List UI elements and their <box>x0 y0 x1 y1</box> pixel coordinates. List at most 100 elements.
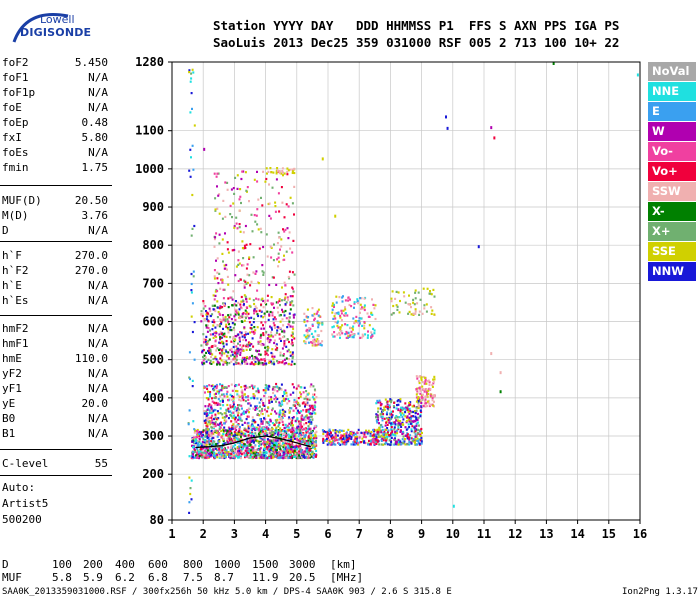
echo-point <box>282 360 284 363</box>
echo-point <box>299 395 302 398</box>
echo-point <box>313 398 316 401</box>
echo-point <box>250 384 253 387</box>
echo-point <box>227 321 230 324</box>
echo-point <box>216 442 219 445</box>
echo-point <box>315 430 318 433</box>
echo-point <box>404 408 407 411</box>
echo-point <box>219 383 221 386</box>
echo-point <box>202 447 205 450</box>
echo-point <box>410 430 413 433</box>
echo-point <box>349 326 352 329</box>
chart-axes <box>168 61 641 524</box>
echo-point <box>225 335 228 338</box>
echo-point <box>218 440 221 443</box>
echo-point <box>291 286 294 289</box>
echo-point <box>221 449 224 452</box>
echo-point <box>191 444 194 448</box>
echo-point <box>214 454 217 457</box>
echo-point <box>190 282 193 286</box>
isolated-echo-point <box>552 62 555 65</box>
echo-point <box>226 453 229 456</box>
table-cell: 6.2 <box>115 571 135 584</box>
echo-point <box>303 386 306 389</box>
param-row: h`F2 270.0 <box>2 264 108 278</box>
echo-point <box>210 421 213 424</box>
echo-point <box>243 294 246 297</box>
echo-point <box>302 450 305 453</box>
echo-point <box>421 381 424 384</box>
echo-point <box>321 429 324 432</box>
echo-point <box>235 420 238 423</box>
echo-point <box>343 439 346 442</box>
echo-point <box>262 170 265 173</box>
echo-point <box>239 230 242 233</box>
echo-point <box>409 437 412 440</box>
echo-point <box>403 295 406 298</box>
echo-point <box>245 439 248 442</box>
echo-point <box>198 455 201 458</box>
echo-point <box>347 335 350 338</box>
echo-point <box>266 172 268 175</box>
echo-point <box>211 313 214 316</box>
echo-point <box>374 317 377 321</box>
echo-point <box>251 420 254 423</box>
echo-point <box>212 304 214 307</box>
echo-point <box>216 448 219 451</box>
echo-point <box>399 420 402 423</box>
echo-point <box>188 455 191 458</box>
echo-point <box>307 335 310 338</box>
echo-point <box>225 325 228 328</box>
echo-point <box>345 441 348 444</box>
echo-point <box>229 433 232 436</box>
echo-point <box>222 404 225 407</box>
echo-point <box>382 413 385 416</box>
echo-point <box>200 310 203 313</box>
legend-item: NoVal <box>648 62 696 81</box>
echo-point <box>206 423 209 426</box>
echo-point <box>236 187 239 190</box>
echo-point <box>263 404 266 407</box>
echo-point <box>234 308 237 311</box>
echo-point <box>414 438 417 441</box>
echo-point <box>328 428 331 431</box>
echo-point <box>347 299 350 302</box>
echo-point <box>237 259 240 262</box>
echo-point <box>213 425 215 428</box>
echo-point <box>306 393 309 396</box>
echo-point <box>417 416 420 419</box>
autoscale-label: Auto: <box>2 481 36 494</box>
echo-point <box>241 358 244 361</box>
echo-point <box>257 454 260 457</box>
echo-point <box>365 431 368 434</box>
echo-point <box>262 403 265 407</box>
echo-point <box>236 450 239 453</box>
echo-point <box>226 441 229 444</box>
echo-point <box>239 438 242 441</box>
echo-point <box>267 346 270 349</box>
echo-point <box>233 455 236 458</box>
echo-point <box>286 350 289 353</box>
echo-point <box>300 410 303 413</box>
echo-point <box>406 415 409 418</box>
echo-point <box>373 307 376 310</box>
echo-point <box>223 455 226 458</box>
echo-point <box>301 428 304 431</box>
echo-point <box>246 386 249 389</box>
echo-point <box>244 280 247 283</box>
echo-point <box>216 390 219 393</box>
echo-point <box>306 334 309 337</box>
echo-point <box>344 308 347 311</box>
echo-point <box>287 298 290 302</box>
echo-point <box>347 296 350 299</box>
echo-point <box>244 449 247 452</box>
echo-point <box>410 442 413 445</box>
echo-point <box>264 180 267 183</box>
echo-point <box>314 441 317 444</box>
echo-point <box>385 433 387 436</box>
echo-point <box>385 437 388 441</box>
echo-point <box>241 393 244 396</box>
echo-point <box>304 335 307 339</box>
echo-point <box>287 205 290 208</box>
echo-point <box>206 342 209 345</box>
echo-point <box>241 240 244 243</box>
